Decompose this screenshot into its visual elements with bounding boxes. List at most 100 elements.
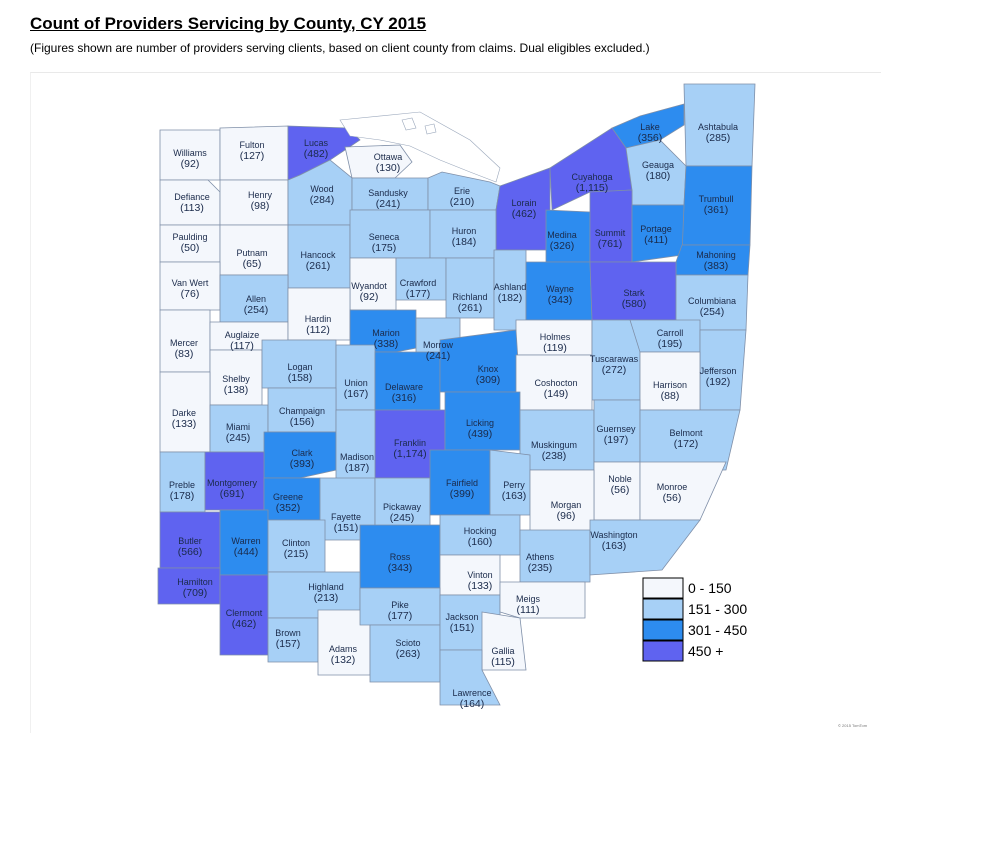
county-label-erie: Erie [454, 186, 470, 196]
county-label-sandusky: Sandusky [368, 188, 408, 198]
county-value-gallia: (115) [491, 656, 515, 668]
legend-label-0: 0 - 150 [688, 580, 732, 596]
county-value-summit: (761) [598, 238, 623, 250]
county-label-van-wert: Van Wert [172, 278, 209, 288]
county-label-clinton: Clinton [282, 538, 310, 548]
county-value-cuyahoga: (1,115) [576, 182, 609, 194]
county-label-pike: Pike [391, 600, 409, 610]
legend-label-2: 301 - 450 [688, 622, 747, 638]
county-value-perry: (163) [502, 490, 527, 502]
county-value-hardin: (112) [306, 324, 330, 336]
county-value-hancock: (261) [306, 260, 331, 272]
county-value-ashtabula: (285) [706, 132, 731, 144]
county-value-licking: (439) [468, 428, 493, 440]
county-value-harrison: (88) [661, 390, 680, 402]
legend-swatch-3 [642, 640, 684, 662]
county-label-portage: Portage [640, 224, 672, 234]
county-label-fayette: Fayette [331, 512, 361, 522]
county-value-scioto: (263) [396, 648, 421, 660]
county-label-henry: Henry [248, 190, 273, 200]
county-label-meigs: Meigs [516, 594, 541, 604]
county-label-perry: Perry [503, 480, 525, 490]
county-label-adams: Adams [329, 644, 358, 654]
county-label-scioto: Scioto [395, 638, 420, 648]
county-label-mahoning: Mahoning [696, 250, 736, 260]
county-value-holmes: (119) [543, 342, 567, 354]
legend-label-3: 450 + [688, 643, 723, 659]
county-value-clark: (393) [290, 458, 315, 470]
county-label-morrow: Morrow [423, 340, 454, 350]
county-lawrence [439, 649, 501, 706]
county-label-hancock: Hancock [300, 250, 336, 260]
label-layer: Williams(92)Fulton(127)Lucas(482) Ottawa(… [169, 122, 738, 710]
county-value-jefferson: (192) [706, 376, 731, 388]
legend-swatch-0 [642, 577, 684, 599]
county-label-lorain: Lorain [511, 198, 536, 208]
county-label-hocking: Hocking [464, 526, 497, 536]
county-value-stark: (580) [622, 298, 647, 310]
county-value-pike: (177) [388, 610, 413, 622]
county-label-clermont: Clermont [226, 608, 263, 618]
county-label-coshocton: Coshocton [534, 378, 577, 388]
county-value-miami: (245) [226, 432, 251, 444]
county-value-noble: (56) [611, 484, 630, 496]
county-value-adams: (132) [331, 654, 356, 666]
county-value-henry: (98) [251, 200, 270, 212]
county-label-summit: Summit [595, 228, 626, 238]
copyright-text: © 2015 TomTom [838, 723, 868, 728]
county-value-lawrence: (164) [460, 698, 485, 710]
county-label-geauga: Geauga [642, 160, 674, 170]
county-value-wyandot: (92) [360, 291, 379, 303]
county-value-carroll: (195) [658, 338, 683, 350]
county-value-marion: (338) [374, 338, 399, 350]
county-value-clinton: (215) [284, 548, 309, 560]
county-value-franklin: (1,174) [393, 448, 426, 460]
county-label-vinton: Vinton [467, 570, 492, 580]
county-label-tuscarawas: Tuscarawas [590, 354, 639, 364]
lake-shape-2 [424, 123, 437, 135]
page-subtitle: (Figures shown are number of providers s… [30, 41, 650, 55]
county-value-morgan: (96) [557, 510, 576, 522]
county-label-miami: Miami [226, 422, 250, 432]
page-title: Count of Providers Servicing by County, … [30, 14, 427, 33]
county-value-ottawa: (130) [376, 162, 401, 174]
map-frame [30, 72, 881, 733]
county-value-highland: (213) [314, 592, 339, 604]
county-label-fulton: Fulton [239, 140, 264, 150]
county-value-allen: (254) [244, 304, 269, 316]
county-value-fulton: (127) [240, 150, 265, 162]
county-value-auglaize: (117) [230, 340, 254, 352]
county-value-ross: (343) [388, 562, 413, 574]
county-label-cuyahoga: Cuyahoga [571, 172, 612, 182]
county-label-logan: Logan [287, 362, 312, 372]
county-label-mercer: Mercer [170, 338, 198, 348]
county-value-pickaway: (245) [390, 512, 415, 524]
county-value-ashland: (182) [498, 292, 523, 304]
county-value-morrow: (241) [426, 350, 451, 362]
county-value-preble: (178) [170, 490, 195, 502]
county-label-greene: Greene [273, 492, 303, 502]
county-label-carroll: Carroll [657, 328, 684, 338]
county-value-jackson: (151) [450, 622, 475, 634]
county-value-paulding: (50) [181, 242, 200, 254]
county-value-erie: (210) [450, 196, 475, 208]
county-label-auglaize: Auglaize [225, 330, 260, 340]
county-label-union: Union [344, 378, 368, 388]
county-value-lucas: (482) [304, 148, 329, 160]
county-value-seneca: (175) [372, 242, 397, 254]
county-athens [519, 529, 591, 583]
county-value-guernsey: (197) [604, 434, 629, 446]
county-label-allen: Allen [246, 294, 266, 304]
county-label-clark: Clark [291, 448, 313, 458]
county-value-brown: (157) [276, 638, 301, 650]
county-label-monroe: Monroe [657, 482, 688, 492]
county-value-williams: (92) [181, 158, 200, 170]
county-label-marion: Marion [372, 328, 400, 338]
county-label-defiance: Defiance [174, 192, 210, 202]
county-value-lorain: (462) [512, 208, 537, 220]
legend: 0 - 150 151 - 300 301 - 450 450 + [642, 577, 747, 662]
county-label-shelby: Shelby [222, 374, 250, 384]
county-label-huron: Huron [452, 226, 477, 236]
county-label-champaign: Champaign [279, 406, 325, 416]
